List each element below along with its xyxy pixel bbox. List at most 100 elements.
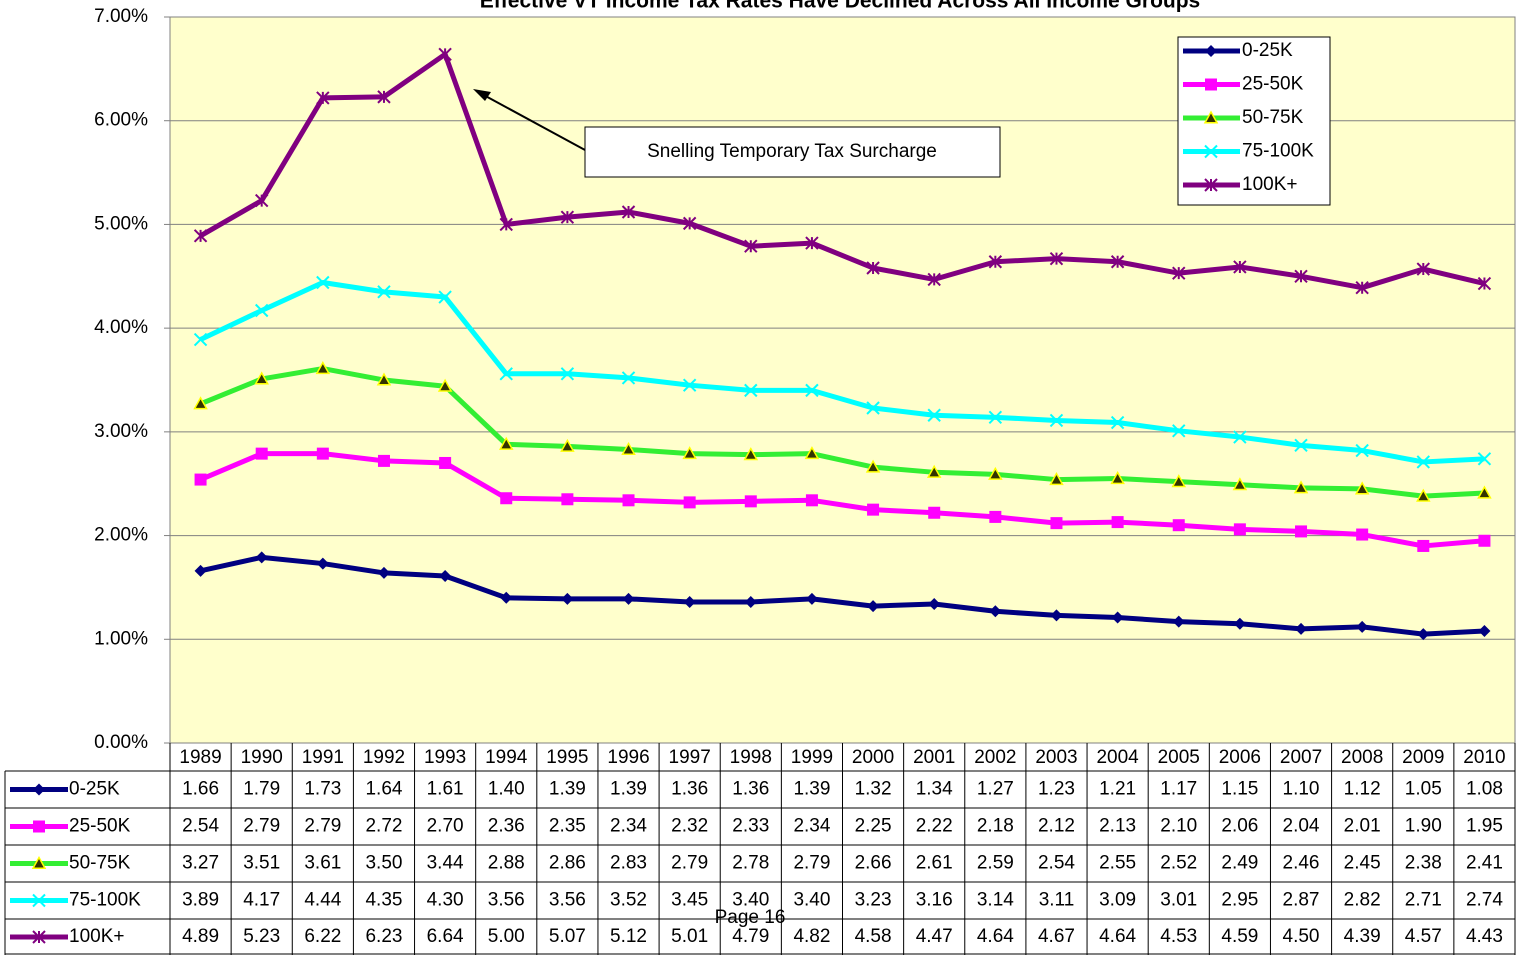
table-value: 5.12 bbox=[610, 926, 647, 947]
table-value: 2.54 bbox=[182, 816, 219, 837]
marker bbox=[622, 592, 635, 605]
table-value: 2.54 bbox=[1038, 853, 1075, 874]
marker bbox=[377, 454, 390, 467]
table-value: 1.12 bbox=[1344, 779, 1381, 800]
marker bbox=[804, 446, 820, 460]
x-tick-label: 1993 bbox=[424, 747, 466, 768]
table-value: 4.35 bbox=[365, 890, 402, 911]
table-value: 3.09 bbox=[1099, 890, 1136, 911]
table-value: 2.86 bbox=[549, 853, 586, 874]
marker bbox=[1478, 624, 1491, 637]
table-value: 4.50 bbox=[1283, 926, 1320, 947]
table-value: 6.23 bbox=[365, 926, 402, 947]
table-value: 2.71 bbox=[1405, 890, 1442, 911]
marker bbox=[989, 510, 1002, 523]
table-value: 4.79 bbox=[732, 926, 769, 947]
marker bbox=[1110, 255, 1125, 269]
table-marker bbox=[31, 855, 47, 870]
x-tick-label: 2009 bbox=[1402, 747, 1444, 768]
table-value: 3.44 bbox=[427, 853, 464, 874]
marker bbox=[316, 447, 329, 460]
table-value: 5.07 bbox=[549, 926, 586, 947]
table-value: 2.61 bbox=[916, 853, 953, 874]
y-tick-label: 4.00% bbox=[94, 317, 148, 338]
marker bbox=[928, 506, 941, 519]
marker bbox=[255, 551, 268, 564]
marker bbox=[1295, 622, 1308, 635]
marker bbox=[1417, 628, 1430, 641]
marker bbox=[438, 47, 452, 62]
marker bbox=[866, 401, 880, 415]
marker bbox=[928, 598, 941, 611]
marker bbox=[1478, 534, 1491, 547]
marker bbox=[683, 595, 696, 608]
x-tick-label: 1997 bbox=[669, 747, 711, 768]
marker bbox=[744, 495, 757, 508]
table-series-label: 0-25K bbox=[69, 779, 120, 800]
table-value: 2.46 bbox=[1283, 853, 1320, 874]
legend-label: 25-50K bbox=[1242, 74, 1304, 95]
table-value: 2.49 bbox=[1221, 853, 1258, 874]
table-value: 3.56 bbox=[549, 890, 586, 911]
table-value: 3.40 bbox=[793, 890, 830, 911]
table-value: 1.05 bbox=[1405, 779, 1442, 800]
table-value: 2.10 bbox=[1160, 816, 1197, 837]
marker bbox=[1110, 415, 1125, 430]
table-value: 2.18 bbox=[977, 816, 1014, 837]
table-value: 2.04 bbox=[1283, 816, 1320, 837]
marker bbox=[1172, 424, 1186, 438]
marker bbox=[1172, 519, 1185, 532]
legend-label: 50-75K bbox=[1242, 107, 1304, 128]
marker bbox=[561, 592, 574, 605]
marker bbox=[193, 396, 208, 410]
table-series-label: 75-100K bbox=[69, 890, 141, 911]
legend-label: 0-25K bbox=[1242, 40, 1293, 61]
marker bbox=[1205, 78, 1217, 91]
table-value: 2.95 bbox=[1221, 890, 1258, 911]
marker bbox=[1233, 523, 1246, 536]
y-tick-label: 1.00% bbox=[94, 628, 148, 649]
table-value: 2.36 bbox=[488, 816, 525, 837]
marker bbox=[682, 216, 697, 231]
table-value: 2.70 bbox=[427, 816, 464, 837]
table-value: 5.23 bbox=[243, 926, 280, 947]
marker bbox=[988, 466, 1003, 480]
marker bbox=[499, 217, 513, 232]
table-value: 3.40 bbox=[732, 890, 769, 911]
table-value: 2.83 bbox=[610, 853, 647, 874]
marker bbox=[988, 255, 1003, 269]
marker bbox=[499, 367, 513, 381]
marker bbox=[1172, 266, 1186, 280]
table-value: 2.59 bbox=[977, 853, 1014, 874]
marker bbox=[1050, 517, 1063, 530]
marker bbox=[1232, 477, 1248, 491]
marker bbox=[805, 383, 819, 398]
table-value: 4.47 bbox=[916, 926, 953, 947]
marker bbox=[1294, 269, 1308, 283]
table-value: 2.32 bbox=[671, 816, 708, 837]
table-value: 3.50 bbox=[365, 853, 402, 874]
marker bbox=[805, 592, 818, 605]
marker bbox=[926, 464, 942, 478]
x-tick-label: 2000 bbox=[852, 747, 894, 768]
table-value: 3.52 bbox=[610, 890, 647, 911]
marker bbox=[1203, 110, 1219, 124]
marker bbox=[1477, 452, 1492, 466]
x-tick-label: 2008 bbox=[1341, 747, 1383, 768]
table-value: 3.01 bbox=[1160, 890, 1197, 911]
series-line bbox=[199, 51, 1486, 291]
marker bbox=[316, 91, 330, 105]
table-value: 4.57 bbox=[1405, 926, 1442, 947]
table-value: 1.39 bbox=[793, 779, 830, 800]
marker bbox=[927, 408, 941, 422]
table-value: 2.01 bbox=[1344, 816, 1381, 837]
marker bbox=[316, 557, 329, 570]
table-value: 2.25 bbox=[855, 816, 892, 837]
table-marker bbox=[33, 783, 45, 796]
marker bbox=[1171, 474, 1187, 488]
table-value: 3.56 bbox=[488, 890, 525, 911]
marker bbox=[498, 436, 514, 450]
marker bbox=[1294, 438, 1308, 453]
marker bbox=[1205, 45, 1217, 57]
